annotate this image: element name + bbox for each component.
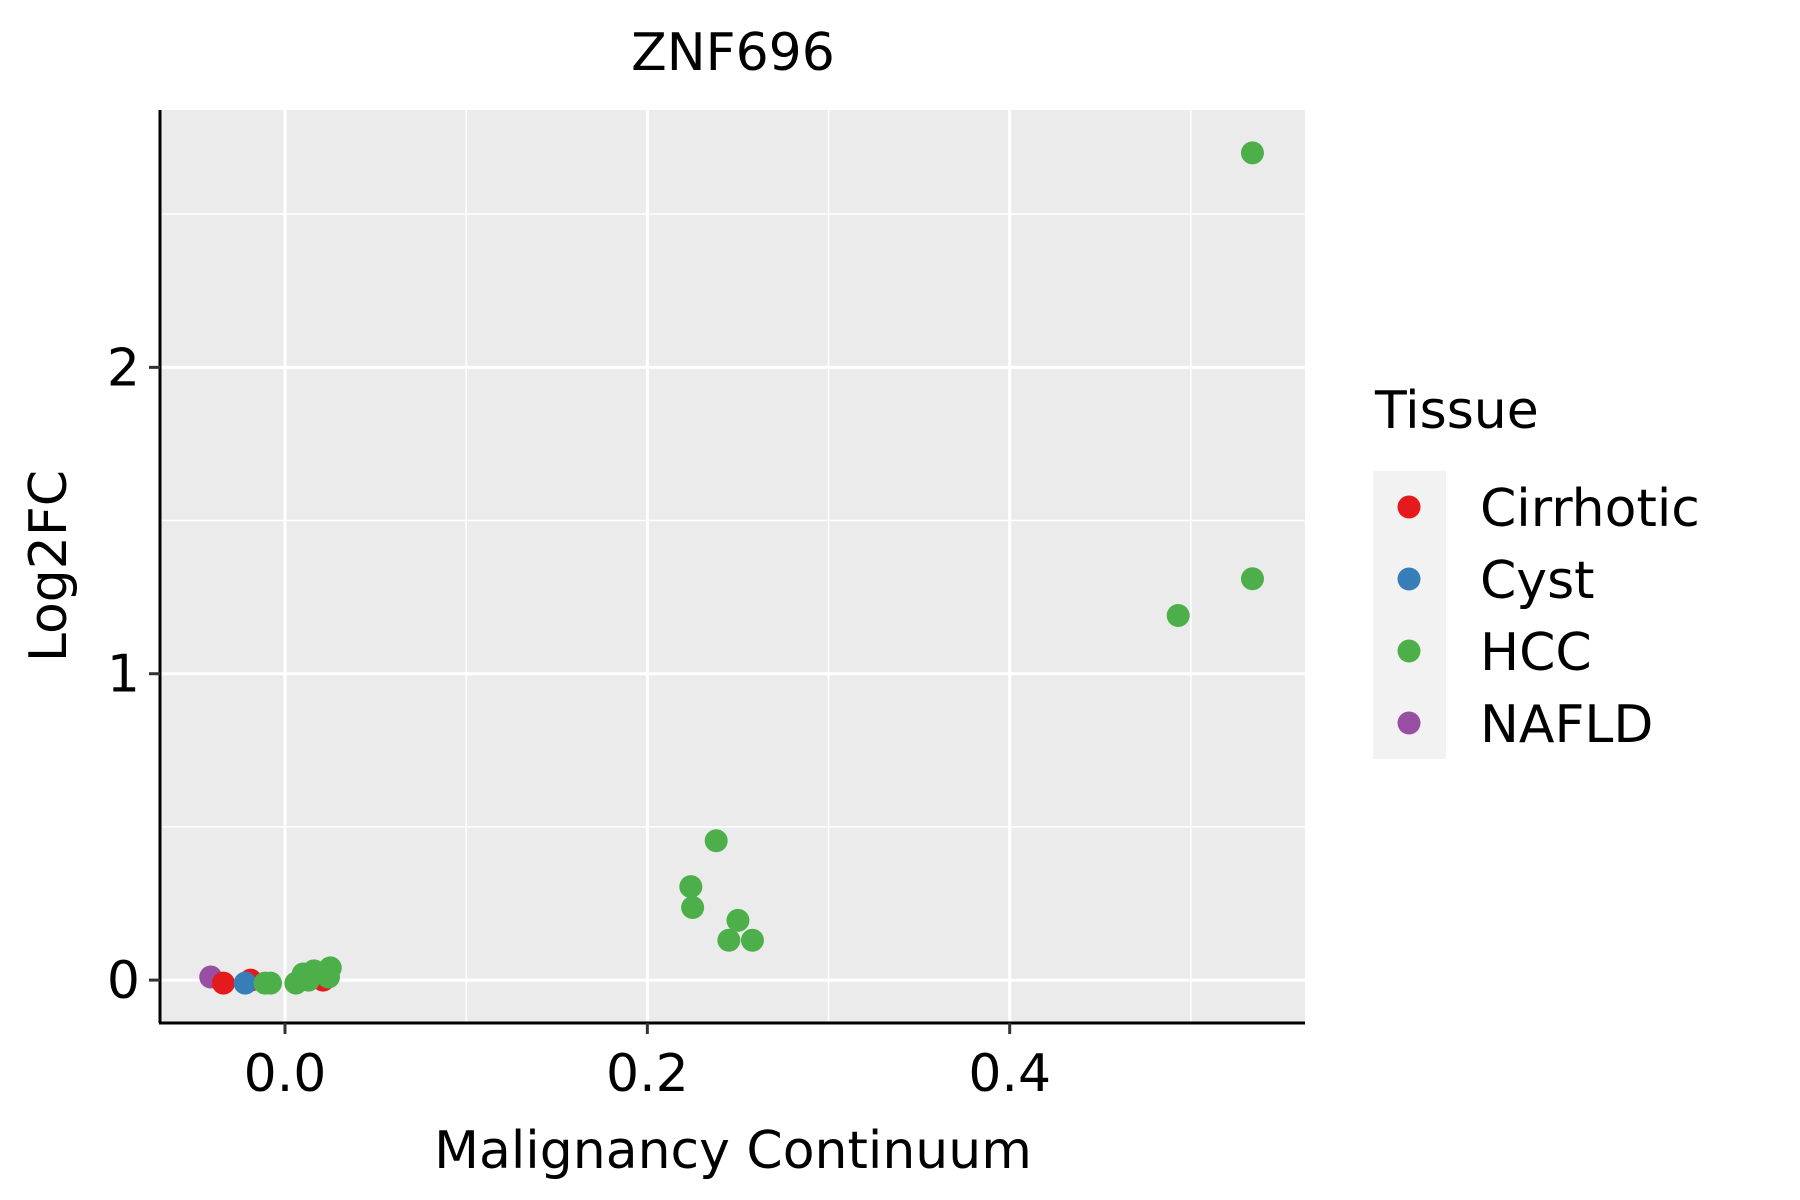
data-point-hcc xyxy=(679,875,703,899)
y-tick-label: 0 xyxy=(107,951,140,1011)
legend-key-cirrhotic xyxy=(1397,495,1421,519)
data-point-hcc xyxy=(717,928,741,952)
legend-label: HCC xyxy=(1480,623,1592,683)
legend-key-hcc xyxy=(1397,639,1421,663)
data-point-cyst xyxy=(233,971,257,995)
y-tick-label: 2 xyxy=(107,338,140,398)
x-tick-label: 0.4 xyxy=(968,1044,1051,1104)
data-point-hcc xyxy=(726,908,750,932)
legend-key-nafld xyxy=(1397,711,1421,735)
x-axis-label: Malignancy Continuum xyxy=(434,1121,1032,1181)
data-points xyxy=(199,141,1264,995)
data-point-hcc xyxy=(1240,567,1264,591)
x-tick-label: 0.2 xyxy=(606,1044,689,1104)
data-point-cirrhotic xyxy=(211,971,235,995)
legend-label: Cyst xyxy=(1480,551,1595,611)
legend-key-cyst xyxy=(1397,567,1421,591)
y-tick-label: 1 xyxy=(107,645,140,705)
data-point-hcc xyxy=(1166,604,1190,628)
legend-title: Tissue xyxy=(1374,381,1539,441)
data-point-hcc xyxy=(318,956,342,980)
axis-ticks: 0.0 0.2 0.4 0 1 2 xyxy=(107,338,1051,1104)
data-point-hcc xyxy=(740,928,764,952)
legend-label: NAFLD xyxy=(1480,695,1653,755)
chart-title: ZNF696 xyxy=(631,23,835,83)
legend-label: Cirrhotic xyxy=(1480,479,1700,539)
legend-key-background xyxy=(1373,471,1446,759)
data-point-hcc xyxy=(1240,141,1264,165)
y-axis-label: Log2FC xyxy=(19,470,79,662)
data-point-hcc xyxy=(704,829,728,853)
plot-panel xyxy=(160,110,1305,1023)
gridlines xyxy=(160,110,1305,1023)
x-tick-label: 0.0 xyxy=(244,1044,327,1104)
legend: Tissue Cirrhotic Cyst HCC NAFLD xyxy=(1373,381,1700,759)
data-point-hcc xyxy=(681,895,705,919)
data-point-hcc xyxy=(259,971,283,995)
